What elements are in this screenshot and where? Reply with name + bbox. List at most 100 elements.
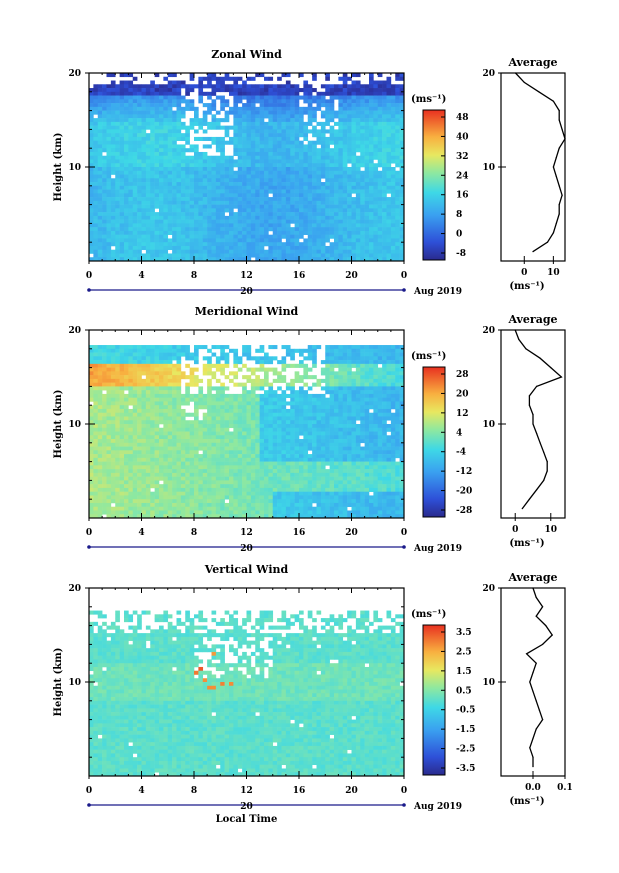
heatmap-cell — [176, 382, 182, 387]
heatmap-cell — [97, 144, 103, 149]
heatmap-cell — [172, 91, 177, 96]
heatmap-cell — [290, 136, 295, 141]
heatmap-cell — [176, 457, 182, 462]
heatmap-cell — [246, 204, 252, 209]
heatmap-cell — [93, 514, 99, 519]
heatmap-cell — [93, 257, 99, 262]
heatmap-cell — [106, 245, 112, 251]
heatmap-cell — [290, 91, 295, 96]
heatmap-cell — [211, 491, 217, 496]
heatmap-cell — [399, 178, 405, 183]
heatmap-cell — [312, 129, 317, 134]
heatmap-cell — [128, 510, 134, 515]
heatmap-cell — [189, 480, 195, 485]
heatmap-cell — [334, 227, 339, 232]
heatmap-cell — [364, 242, 370, 247]
heatmap-cell — [124, 356, 129, 361]
heatmap-cell — [93, 393, 99, 398]
heatmap-cell — [128, 420, 134, 425]
heatmap-cell — [119, 454, 125, 459]
heatmap-cell — [97, 454, 103, 459]
heatmap-cell — [180, 431, 186, 436]
heatmap-cell — [334, 189, 339, 194]
heatmap-cell — [281, 136, 287, 141]
heatmap-cell — [141, 401, 147, 406]
heatmap-cell — [264, 110, 269, 115]
heatmap-cell — [281, 189, 287, 194]
heatmap-cell — [110, 442, 116, 447]
heatmap-cell — [386, 99, 392, 104]
heatmap-cell — [364, 245, 370, 251]
heatmap-cell — [342, 76, 348, 81]
heatmap-cell — [119, 178, 125, 183]
heatmap-cell — [207, 360, 212, 365]
heatmap-cell — [281, 170, 287, 175]
heatmap-cell — [128, 465, 134, 470]
heatmap-cell — [97, 431, 103, 436]
heatmap-cell — [154, 223, 160, 228]
heatmap-cell — [285, 193, 291, 198]
heatmap-cell — [220, 397, 225, 402]
heatmap-cell — [390, 230, 396, 235]
heatmap-cell — [110, 393, 116, 398]
heatmap-cell — [180, 204, 186, 209]
heatmap-cell — [307, 249, 313, 254]
heatmap-cell — [97, 133, 103, 138]
heatmap-cell — [194, 129, 199, 134]
heatmap-cell — [382, 155, 387, 160]
heatmap-cell — [124, 401, 129, 406]
heatmap-cell — [220, 223, 225, 228]
heatmap-cell — [255, 200, 260, 205]
heatmap-cell — [264, 84, 269, 89]
heatmap-cell — [377, 110, 383, 115]
heatmap-cell — [220, 412, 225, 417]
heatmap-cell — [224, 491, 230, 496]
heatmap-cell — [124, 136, 129, 141]
heatmap-cell — [159, 223, 164, 228]
heatmap-cell — [202, 499, 208, 504]
heatmap-cell — [93, 125, 99, 130]
heatmap-cell — [215, 465, 221, 470]
heatmap-cell — [207, 472, 212, 477]
heatmap-cell — [220, 484, 225, 489]
heatmap-cell — [167, 431, 173, 436]
heatmap-cell — [97, 249, 103, 254]
heatmap-cell — [382, 114, 387, 119]
heatmap-cell — [97, 378, 103, 383]
heatmap-cell — [360, 110, 365, 115]
heatmap-cell — [172, 133, 177, 138]
heatmap-cell — [167, 469, 173, 474]
heatmap-cell — [299, 148, 304, 153]
heatmap-cell — [110, 159, 116, 164]
heatmap-cell — [106, 439, 112, 444]
heatmap-cell — [150, 136, 155, 141]
heatmap-cell — [176, 200, 182, 205]
heatmap-cell — [360, 208, 365, 213]
heatmap-cell — [89, 514, 94, 519]
heatmap-cell — [189, 170, 195, 175]
heatmap-cell — [272, 140, 278, 145]
heatmap-cell — [303, 155, 309, 160]
heatmap-cell — [154, 360, 160, 365]
heatmap-cell — [259, 167, 265, 172]
heatmap-cell — [382, 242, 387, 247]
heatmap-cell — [189, 465, 195, 470]
heatmap-cell — [229, 88, 234, 93]
heatmap-cell — [163, 382, 169, 387]
heatmap-cell — [242, 491, 247, 496]
heatmap-cell — [180, 151, 186, 157]
heatmap-cell — [325, 227, 330, 232]
heatmap-cell — [150, 238, 155, 243]
heatmap-cell — [364, 238, 370, 243]
heatmap-cell — [342, 91, 348, 96]
heatmap-cell — [110, 253, 116, 258]
heatmap-cell — [246, 121, 252, 126]
heatmap-cell — [395, 200, 400, 205]
heatmap-cell — [124, 110, 129, 115]
heatmap-cell — [137, 420, 142, 425]
heatmap-cell — [242, 386, 247, 391]
heatmap-cell — [211, 121, 217, 126]
heatmap-cell — [163, 91, 169, 96]
heatmap-cell — [272, 114, 278, 119]
heatmap-cell — [390, 151, 396, 157]
